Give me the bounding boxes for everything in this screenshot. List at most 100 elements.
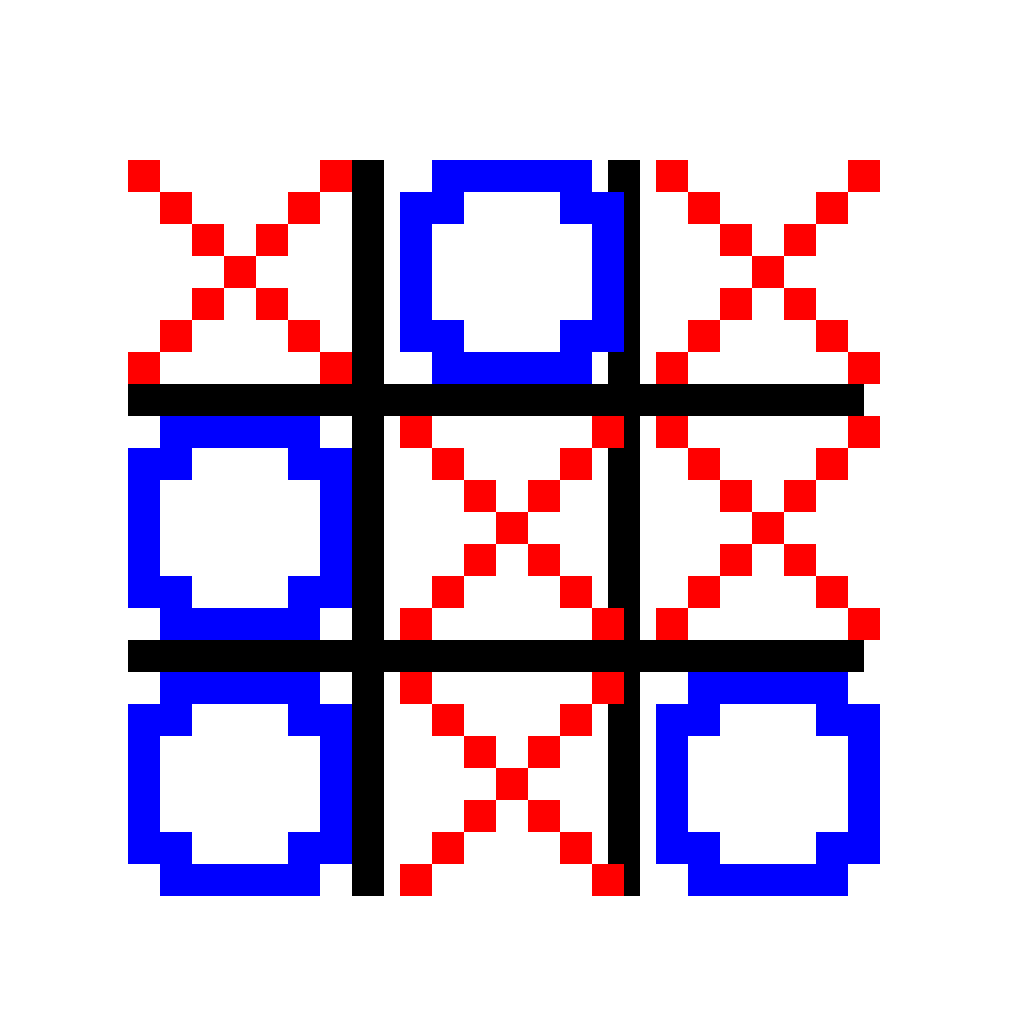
cell-r2-c2[interactable] <box>400 416 624 640</box>
x-mark-block <box>432 576 464 608</box>
o-mark-block <box>432 352 592 384</box>
x-mark-block <box>752 256 784 288</box>
x-mark-block <box>720 544 752 576</box>
x-mark-block <box>400 672 432 704</box>
cell-r3-c3[interactable] <box>656 672 880 896</box>
x-mark-block <box>848 416 880 448</box>
o-mark <box>400 160 624 384</box>
o-mark-block <box>128 800 160 832</box>
o-mark-block <box>320 800 352 832</box>
o-mark-block <box>592 256 624 288</box>
o-mark-block <box>128 736 160 768</box>
x-mark-block <box>688 576 720 608</box>
x-mark-block <box>320 160 352 192</box>
x-mark-block <box>192 224 224 256</box>
o-mark-block <box>320 512 352 544</box>
cell-r1-c2[interactable] <box>400 160 624 384</box>
cell-r1-c1[interactable] <box>128 160 352 384</box>
o-mark-block <box>128 544 160 576</box>
x-mark <box>400 416 624 640</box>
x-mark-block <box>464 736 496 768</box>
x-mark-block <box>464 544 496 576</box>
x-mark-block <box>528 480 560 512</box>
o-mark-block <box>688 672 848 704</box>
x-mark-block <box>816 192 848 224</box>
x-mark-block <box>656 416 688 448</box>
o-mark-block <box>288 448 352 480</box>
o-mark-block <box>400 320 464 352</box>
x-mark-block <box>560 704 592 736</box>
x-mark-block <box>496 512 528 544</box>
o-mark-block <box>560 192 624 224</box>
x-mark-block <box>464 480 496 512</box>
o-mark-block <box>816 832 880 864</box>
o-mark-block <box>128 576 192 608</box>
x-mark-block <box>656 160 688 192</box>
o-mark-block <box>656 832 720 864</box>
x-mark-block <box>288 320 320 352</box>
cell-r3-c1[interactable] <box>128 672 352 896</box>
o-mark-block <box>128 480 160 512</box>
o-mark-block <box>288 704 352 736</box>
o-mark-block <box>656 736 688 768</box>
o-mark-block <box>320 736 352 768</box>
x-mark <box>656 160 880 384</box>
cell-r2-c3[interactable] <box>656 416 880 640</box>
o-mark-block <box>128 704 192 736</box>
o-mark-block <box>160 608 320 640</box>
o-mark <box>656 672 880 896</box>
o-mark-block <box>160 416 320 448</box>
board-cells <box>128 160 880 896</box>
x-mark-block <box>160 320 192 352</box>
x-mark-block <box>528 736 560 768</box>
x-mark-block <box>592 608 624 640</box>
x-mark-block <box>720 288 752 320</box>
x-mark-block <box>256 224 288 256</box>
o-mark-block <box>128 512 160 544</box>
o-mark-block <box>288 576 352 608</box>
o-mark-block <box>400 256 432 288</box>
x-mark-block <box>400 608 432 640</box>
x-mark <box>400 672 624 896</box>
x-mark-block <box>592 672 624 704</box>
o-mark-block <box>288 832 352 864</box>
x-mark-block <box>848 160 880 192</box>
x-mark-block <box>656 352 688 384</box>
x-mark-block <box>752 512 784 544</box>
cell-r3-c2[interactable] <box>400 672 624 896</box>
o-mark-block <box>688 864 848 896</box>
o-mark-block <box>560 320 624 352</box>
x-mark-block <box>816 320 848 352</box>
x-mark-block <box>816 576 848 608</box>
o-mark-block <box>656 800 688 832</box>
x-mark-block <box>528 544 560 576</box>
x-mark-block <box>128 160 160 192</box>
x-mark-block <box>656 608 688 640</box>
x-mark-block <box>720 224 752 256</box>
x-mark-block <box>560 832 592 864</box>
grid-line-horizontal-2 <box>128 640 864 672</box>
o-mark-block <box>592 288 624 320</box>
cell-r1-c3[interactable] <box>656 160 880 384</box>
o-mark-block <box>848 800 880 832</box>
o-mark-block <box>400 192 464 224</box>
o-mark-block <box>400 288 432 320</box>
x-mark-block <box>848 352 880 384</box>
x-mark-block <box>528 800 560 832</box>
o-mark-block <box>320 544 352 576</box>
o-mark-block <box>160 864 320 896</box>
o-mark-block <box>816 704 880 736</box>
x-mark-block <box>784 544 816 576</box>
cell-r2-c1[interactable] <box>128 416 352 640</box>
x-mark-block <box>464 800 496 832</box>
o-mark-block <box>160 672 320 704</box>
x-mark <box>128 160 352 384</box>
x-mark-block <box>288 192 320 224</box>
x-mark-block <box>784 224 816 256</box>
x-mark-block <box>160 192 192 224</box>
x-mark-block <box>688 192 720 224</box>
o-mark-block <box>656 768 688 800</box>
x-mark <box>656 416 880 640</box>
x-mark-block <box>496 768 528 800</box>
